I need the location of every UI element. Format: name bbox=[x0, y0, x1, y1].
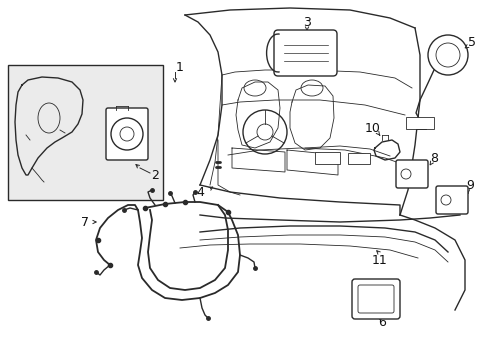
Text: 11: 11 bbox=[371, 253, 387, 266]
FancyBboxPatch shape bbox=[106, 108, 148, 160]
Text: 9: 9 bbox=[465, 179, 473, 192]
Text: 4: 4 bbox=[196, 185, 203, 198]
Text: 7: 7 bbox=[81, 216, 89, 229]
Bar bbox=[8, 65, 163, 200]
Text: 1: 1 bbox=[176, 60, 183, 73]
FancyBboxPatch shape bbox=[357, 285, 393, 313]
Text: 8: 8 bbox=[429, 152, 437, 165]
FancyBboxPatch shape bbox=[273, 30, 336, 76]
Text: 6: 6 bbox=[377, 316, 385, 329]
Bar bbox=[405, 117, 433, 129]
Text: 3: 3 bbox=[303, 15, 310, 28]
FancyBboxPatch shape bbox=[351, 279, 399, 319]
Text: 2: 2 bbox=[151, 168, 159, 181]
FancyBboxPatch shape bbox=[435, 186, 467, 214]
Text: 5: 5 bbox=[467, 36, 475, 49]
FancyBboxPatch shape bbox=[395, 160, 427, 188]
Bar bbox=[347, 153, 369, 164]
Bar bbox=[314, 152, 339, 164]
Text: 10: 10 bbox=[365, 122, 380, 135]
